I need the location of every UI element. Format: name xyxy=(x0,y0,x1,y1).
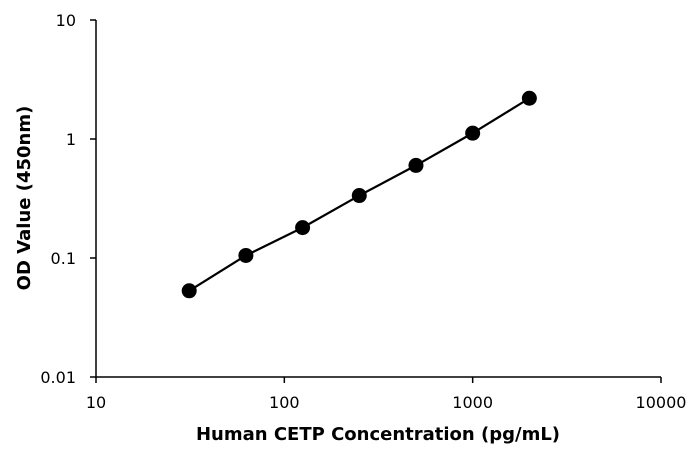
data-point-5 xyxy=(465,125,481,141)
data-point-0 xyxy=(181,283,197,299)
data-point-6 xyxy=(521,90,537,106)
axis-ticks xyxy=(90,19,662,383)
data-point-4 xyxy=(408,157,424,173)
y-tick-label-0: 0.01 xyxy=(40,368,76,387)
data-point-2 xyxy=(295,220,311,236)
data-point-1 xyxy=(238,247,254,263)
x-tick-label-3: 10000 xyxy=(636,393,687,412)
x-axis-title: Human CETP Concentration (pg/mL) xyxy=(196,424,560,445)
y-tick-label-3: 10 xyxy=(56,11,76,30)
y-tick-label-1: 0.1 xyxy=(51,249,76,268)
x-tick-label-1: 100 xyxy=(269,393,300,412)
data-points xyxy=(181,90,537,299)
y-tick-label-2: 1 xyxy=(66,130,76,149)
x-tick-label-0: 10 xyxy=(86,393,106,412)
y-axis-title: OD Value (450nm) xyxy=(14,106,35,291)
x-tick-label-2: 1000 xyxy=(452,393,493,412)
data-point-3 xyxy=(351,188,367,204)
axes xyxy=(95,20,661,378)
axis-tick-labels: 10 100 1000 10000 0.01 0.1 1 10 xyxy=(40,11,686,412)
